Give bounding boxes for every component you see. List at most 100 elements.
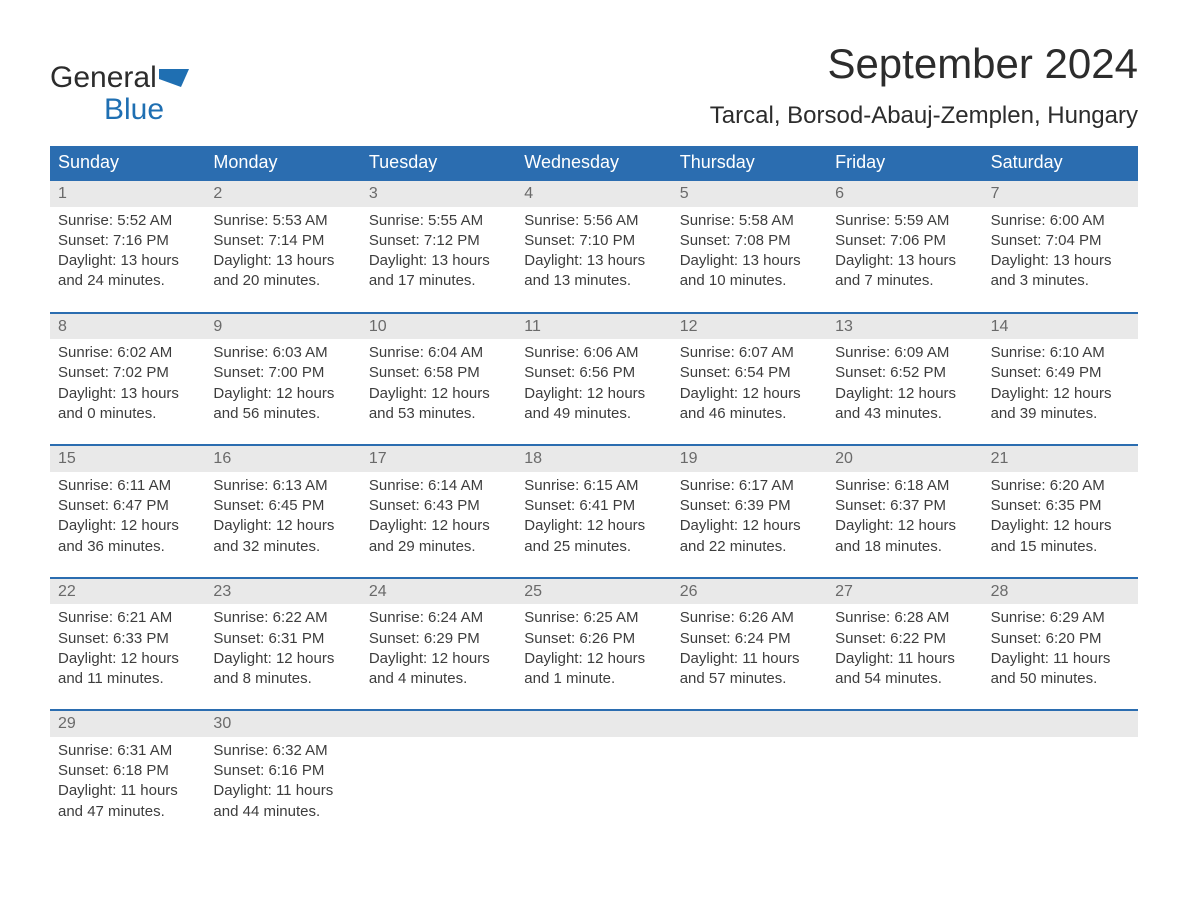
daylight-line: and 24 minutes. — [58, 271, 197, 291]
sunrise-line: Sunrise: 6:03 AM — [213, 343, 352, 363]
day-number: 9 — [205, 314, 360, 340]
daylight-line: Daylight: 12 hours — [524, 516, 663, 536]
day-number: 12 — [672, 314, 827, 340]
sunrise-line: Sunrise: 6:22 AM — [213, 608, 352, 628]
sunset-line: Sunset: 7:14 PM — [213, 231, 352, 251]
day-number: 21 — [983, 446, 1138, 472]
sunrise-line: Sunrise: 5:53 AM — [213, 211, 352, 231]
daylight-line: and 36 minutes. — [58, 537, 197, 557]
daylight-line: and 7 minutes. — [835, 271, 974, 291]
daylight-line: Daylight: 11 hours — [991, 649, 1130, 669]
day-cell: 13Sunrise: 6:09 AMSunset: 6:52 PMDayligh… — [827, 314, 982, 429]
sunset-line: Sunset: 6:58 PM — [369, 363, 508, 383]
sunrise-line: Sunrise: 6:04 AM — [369, 343, 508, 363]
sunrise-line: Sunrise: 6:15 AM — [524, 476, 663, 496]
day-cell: 7Sunrise: 6:00 AMSunset: 7:04 PMDaylight… — [983, 181, 1138, 296]
day-number: 15 — [50, 446, 205, 472]
daylight-line: and 49 minutes. — [524, 404, 663, 424]
day-number: 28 — [983, 579, 1138, 605]
day-number: 18 — [516, 446, 671, 472]
day-number: 19 — [672, 446, 827, 472]
day-number: 1 — [50, 181, 205, 207]
daylight-line: Daylight: 12 hours — [680, 516, 819, 536]
daylight-line: Daylight: 12 hours — [680, 384, 819, 404]
daylight-line: and 8 minutes. — [213, 669, 352, 689]
daylight-line: Daylight: 11 hours — [213, 781, 352, 801]
day-cell: 29Sunrise: 6:31 AMSunset: 6:18 PMDayligh… — [50, 711, 205, 826]
day-number: 14 — [983, 314, 1138, 340]
sunset-line: Sunset: 6:31 PM — [213, 629, 352, 649]
daylight-line: Daylight: 12 hours — [835, 384, 974, 404]
day-number: 7 — [983, 181, 1138, 207]
sunset-line: Sunset: 6:56 PM — [524, 363, 663, 383]
month-title: September 2024 — [710, 40, 1138, 88]
brand-logo-text: General Blue — [50, 62, 189, 125]
sunset-line: Sunset: 6:35 PM — [991, 496, 1130, 516]
day-cell: 23Sunrise: 6:22 AMSunset: 6:31 PMDayligh… — [205, 579, 360, 694]
sunset-line: Sunset: 6:47 PM — [58, 496, 197, 516]
sunrise-line: Sunrise: 6:24 AM — [369, 608, 508, 628]
day-number: 3 — [361, 181, 516, 207]
daylight-line: Daylight: 13 hours — [680, 251, 819, 271]
daylight-line: and 11 minutes. — [58, 669, 197, 689]
day-number: 11 — [516, 314, 671, 340]
sunrise-line: Sunrise: 6:20 AM — [991, 476, 1130, 496]
daylight-line: Daylight: 12 hours — [213, 649, 352, 669]
day-cell: 14Sunrise: 6:10 AMSunset: 6:49 PMDayligh… — [983, 314, 1138, 429]
sunset-line: Sunset: 6:39 PM — [680, 496, 819, 516]
day-cell: 30Sunrise: 6:32 AMSunset: 6:16 PMDayligh… — [205, 711, 360, 826]
daylight-line: Daylight: 13 hours — [524, 251, 663, 271]
sunset-line: Sunset: 7:00 PM — [213, 363, 352, 383]
day-cell — [827, 711, 982, 826]
daylight-line: and 10 minutes. — [680, 271, 819, 291]
sunrise-line: Sunrise: 6:31 AM — [58, 741, 197, 761]
day-cell: 6Sunrise: 5:59 AMSunset: 7:06 PMDaylight… — [827, 181, 982, 296]
sunrise-line: Sunrise: 6:07 AM — [680, 343, 819, 363]
dow-cell: Monday — [205, 146, 360, 181]
day-cell — [516, 711, 671, 826]
daylight-line: and 17 minutes. — [369, 271, 508, 291]
daylight-line: and 43 minutes. — [835, 404, 974, 424]
dow-cell: Sunday — [50, 146, 205, 181]
page-header: General Blue September 2024 Tarcal, Bors… — [50, 40, 1138, 140]
daylight-line: and 13 minutes. — [524, 271, 663, 291]
daylight-line: and 53 minutes. — [369, 404, 508, 424]
day-cell: 1Sunrise: 5:52 AMSunset: 7:16 PMDaylight… — [50, 181, 205, 296]
sunset-line: Sunset: 6:18 PM — [58, 761, 197, 781]
daylight-line: Daylight: 13 hours — [58, 251, 197, 271]
daylight-line: Daylight: 12 hours — [835, 516, 974, 536]
sunrise-line: Sunrise: 5:59 AM — [835, 211, 974, 231]
day-number: 24 — [361, 579, 516, 605]
sunrise-line: Sunrise: 6:21 AM — [58, 608, 197, 628]
dow-cell: Friday — [827, 146, 982, 181]
day-number: 13 — [827, 314, 982, 340]
daylight-line: Daylight: 12 hours — [58, 516, 197, 536]
dow-cell: Tuesday — [361, 146, 516, 181]
day-cell: 2Sunrise: 5:53 AMSunset: 7:14 PMDaylight… — [205, 181, 360, 296]
day-cell: 10Sunrise: 6:04 AMSunset: 6:58 PMDayligh… — [361, 314, 516, 429]
dow-cell: Wednesday — [516, 146, 671, 181]
day-of-week-header: SundayMondayTuesdayWednesdayThursdayFrid… — [50, 146, 1138, 181]
day-number: 30 — [205, 711, 360, 737]
day-number — [983, 711, 1138, 737]
week-row: 8Sunrise: 6:02 AMSunset: 7:02 PMDaylight… — [50, 312, 1138, 429]
calendar: SundayMondayTuesdayWednesdayThursdayFrid… — [50, 146, 1138, 826]
sunrise-line: Sunrise: 6:28 AM — [835, 608, 974, 628]
sunrise-line: Sunrise: 5:52 AM — [58, 211, 197, 231]
sunset-line: Sunset: 7:02 PM — [58, 363, 197, 383]
day-cell: 16Sunrise: 6:13 AMSunset: 6:45 PMDayligh… — [205, 446, 360, 561]
daylight-line: Daylight: 12 hours — [524, 384, 663, 404]
daylight-line: and 18 minutes. — [835, 537, 974, 557]
dow-cell: Saturday — [983, 146, 1138, 181]
day-number: 29 — [50, 711, 205, 737]
sunset-line: Sunset: 6:26 PM — [524, 629, 663, 649]
day-number: 5 — [672, 181, 827, 207]
sunrise-line: Sunrise: 6:00 AM — [991, 211, 1130, 231]
day-number: 25 — [516, 579, 671, 605]
sunset-line: Sunset: 7:08 PM — [680, 231, 819, 251]
daylight-line: and 54 minutes. — [835, 669, 974, 689]
daylight-line: Daylight: 12 hours — [991, 516, 1130, 536]
day-number — [516, 711, 671, 737]
daylight-line: Daylight: 13 hours — [58, 384, 197, 404]
daylight-line: and 57 minutes. — [680, 669, 819, 689]
